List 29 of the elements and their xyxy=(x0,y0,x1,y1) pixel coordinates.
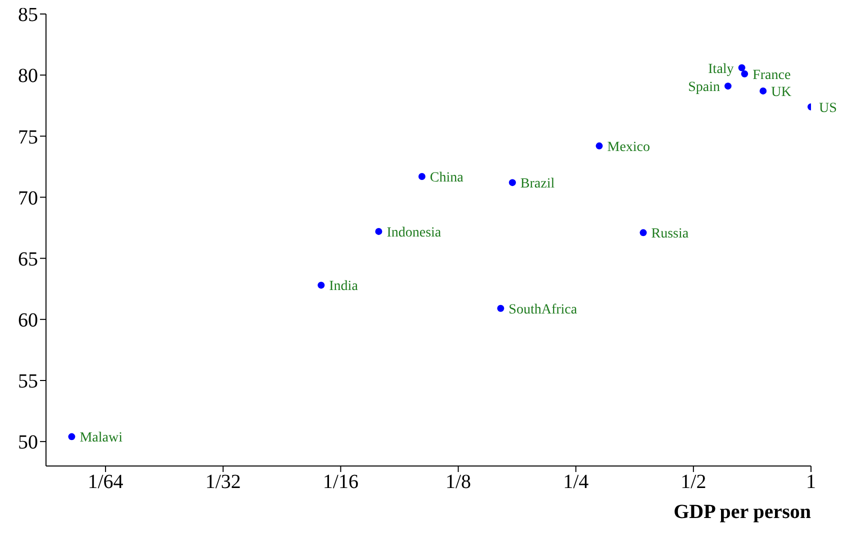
x-tick-label: 1 xyxy=(806,471,816,494)
annotation: China xyxy=(430,170,464,186)
annotation: Russia xyxy=(651,226,690,242)
y-tick-label: 70 xyxy=(18,187,38,210)
x-tick-label: 1/2 xyxy=(680,471,706,494)
annotation: US xyxy=(819,100,837,116)
x-tick-label: 1/8 xyxy=(445,471,472,494)
annotation: Indonesia xyxy=(386,225,442,240)
annotation: France xyxy=(752,68,791,83)
x-tick-label: 1/4 xyxy=(563,471,589,494)
annotation: SouthAfrica xyxy=(508,302,578,318)
annotation: Malawi xyxy=(80,430,123,446)
annotation: Spain xyxy=(688,80,720,96)
y-tick-label: 80 xyxy=(18,65,38,88)
annotation: Brazil xyxy=(520,176,555,192)
x-tick-label: 1/16 xyxy=(322,471,358,494)
y-tick-label: 85 xyxy=(18,4,38,26)
x-tick-label: 1/32 xyxy=(205,471,241,494)
x-axis-title: GDP per person xyxy=(674,501,811,523)
y-tick-label: 75 xyxy=(18,126,38,148)
annotation: India xyxy=(329,279,359,294)
annotation: Mexico xyxy=(607,140,650,155)
y-tick-label: 65 xyxy=(18,248,38,270)
y-tick-label: 55 xyxy=(18,370,38,393)
annotation: Italy xyxy=(708,62,734,77)
y-tick-label: 50 xyxy=(18,432,38,454)
x-tick-label: 1/64 xyxy=(88,471,124,494)
annotation: UK xyxy=(771,84,792,100)
y-tick-label: 60 xyxy=(18,310,38,332)
